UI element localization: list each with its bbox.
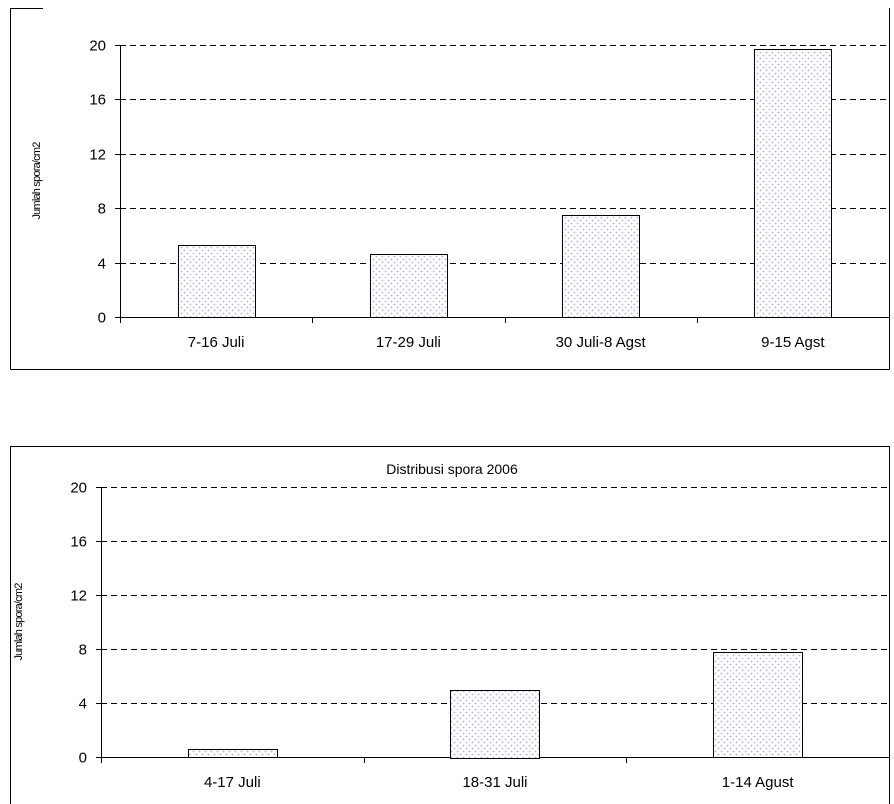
bar bbox=[713, 652, 803, 758]
chart-1-frame bbox=[10, 8, 890, 370]
y-tick-label: 8 bbox=[98, 201, 106, 218]
x-tick-label: 30 Juli-8 Agst bbox=[556, 334, 647, 351]
y-tick-label: 0 bbox=[79, 750, 87, 767]
y-tick-label: 8 bbox=[79, 642, 87, 659]
chart-1-spore-distribution: 0 4 8 12 16 20 7-16 Juli 17-29 Juli 30 Juli-8 Ag… bbox=[31, 38, 890, 351]
y-tick-label: 12 bbox=[70, 588, 87, 605]
chart-2-spore-distribution-2006: 0 4 8 12 16 20 4-17 Juli 18-31 Juli 1-14 Agust Ju… bbox=[13, 461, 890, 791]
x-tick-label: 18-31 Juli bbox=[462, 774, 527, 791]
y-tick-label: 4 bbox=[98, 256, 106, 273]
x-tick-label: 9-15 Agst bbox=[761, 334, 825, 351]
bar bbox=[450, 690, 540, 759]
y-tick-label: 4 bbox=[79, 696, 87, 713]
y-tick-label: 20 bbox=[89, 38, 106, 55]
x-tick-label: 4-17 Juli bbox=[204, 774, 261, 791]
y-tick-label: 12 bbox=[89, 147, 106, 164]
y-tick-label: 0 bbox=[98, 310, 106, 327]
bar bbox=[370, 254, 448, 318]
y-axis-title: Jumlah spora/cm2 bbox=[13, 583, 25, 661]
y-axis-title: Jumlah spora/cm2 bbox=[31, 142, 43, 220]
y-tick-label: 20 bbox=[70, 480, 87, 497]
bar bbox=[178, 245, 256, 318]
y-tick-label: 16 bbox=[89, 92, 106, 109]
bar bbox=[754, 49, 832, 318]
y-tick-label: 16 bbox=[70, 534, 87, 551]
x-tick-label: 7-16 Juli bbox=[188, 334, 245, 351]
bar bbox=[562, 215, 640, 318]
bar bbox=[188, 749, 278, 758]
x-tick-label: 17-29 Juli bbox=[376, 334, 441, 351]
chart-title: Distribusi spora 2006 bbox=[386, 461, 518, 477]
x-tick-label: 1-14 Agust bbox=[722, 774, 795, 791]
chart-2-frame bbox=[10, 446, 890, 804]
